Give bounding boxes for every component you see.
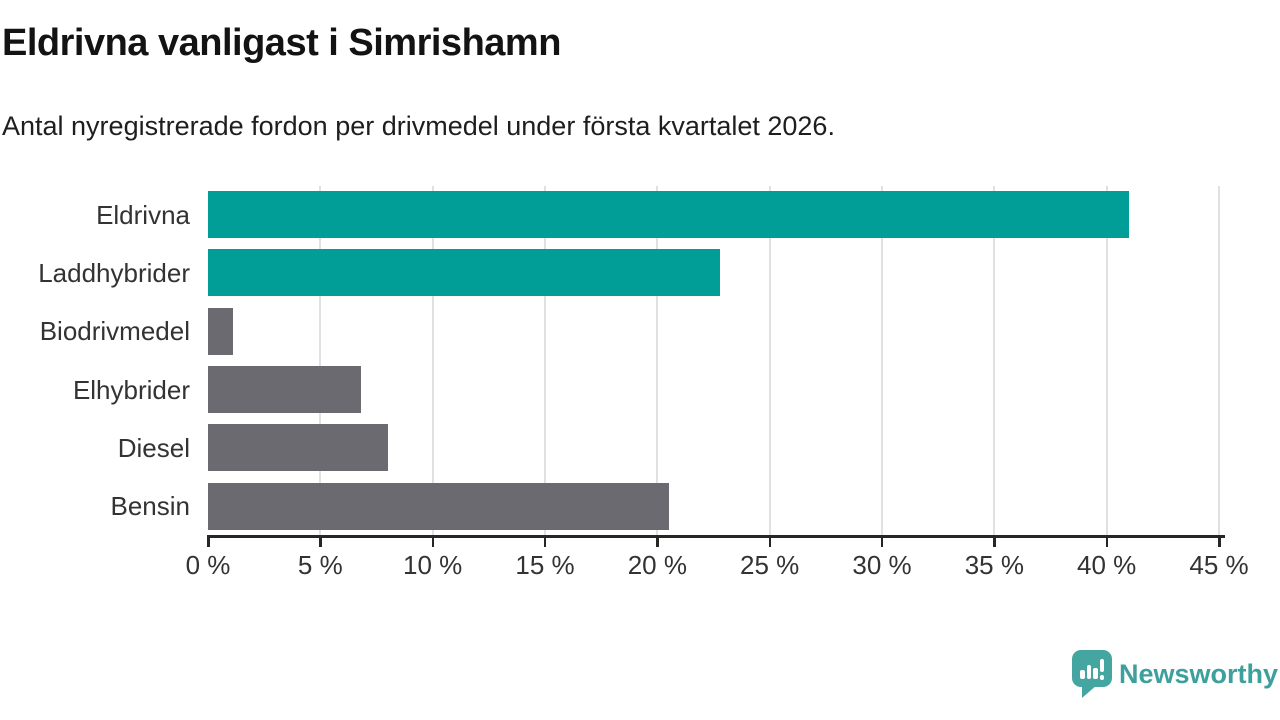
chart-title: Eldrivna vanligast i Simrishamn: [2, 22, 561, 64]
tick-mark: [1218, 536, 1221, 547]
bar-track: [208, 186, 1219, 244]
category-label: Biodrivmedel: [39, 316, 190, 347]
bar-track: [208, 478, 1219, 536]
tick-mark: [319, 536, 322, 547]
category-label: Eldrivna: [96, 199, 190, 230]
mini-bar-1: [1080, 670, 1085, 679]
bar-rows: Eldrivna Laddhybrider Biodrivmedel Elhybrid…: [0, 186, 1219, 536]
gridline: [1218, 186, 1220, 536]
gridline: [1105, 186, 1108, 536]
brand-name: Newsworthy: [1119, 659, 1279, 689]
tick-mark: [880, 536, 884, 547]
tick-mark: [768, 536, 772, 547]
bar: [208, 365, 361, 413]
tick-label: 45 %: [1189, 550, 1249, 580]
newsworthy-speech-bubble-chart-icon: [1072, 650, 1112, 687]
bar-row: Bensin: [0, 478, 1219, 536]
bar-chart-plot-area: Eldrivna Laddhybrider Biodrivmedel Elhybrid…: [0, 186, 1220, 536]
tick-label: 20 %: [627, 550, 687, 580]
category-label: Laddhybrider: [38, 257, 190, 288]
gridline: [319, 186, 322, 536]
tick-label: 10 %: [403, 550, 463, 580]
tick-mark: [431, 536, 435, 547]
bar: [208, 424, 388, 472]
tick-label: 30 %: [852, 550, 912, 580]
tick-label: 25 %: [740, 550, 800, 580]
bar-track: [208, 419, 1219, 477]
tick-mark: [993, 536, 996, 547]
tick-mark: [656, 536, 659, 547]
x-axis-line: [207, 535, 1225, 538]
bar-row: Biodrivmedel: [0, 303, 1219, 361]
tick-label: 5 %: [297, 550, 343, 580]
gridline: [431, 186, 434, 536]
bar: [208, 482, 669, 530]
gridline: [768, 186, 771, 536]
exclamation-dot: [1099, 675, 1104, 680]
gridlines: [208, 186, 1220, 536]
speech-bubble-tail: [1082, 685, 1097, 698]
bar-track: [208, 361, 1219, 419]
gridline: [880, 186, 883, 536]
category-label: Diesel: [117, 432, 190, 463]
x-axis-ticks: 0 % 5 % 10 % 15 % 20 % 25 % 30 % 35 % 40 % 45 %: [186, 536, 1249, 586]
bar-row: Eldrivna: [0, 186, 1219, 244]
bar-track: [208, 303, 1219, 361]
bar: [208, 249, 721, 297]
bar-row: Elhybrider: [0, 361, 1219, 419]
bar: [208, 191, 1130, 238]
tick-label: 0 %: [185, 550, 231, 580]
tick-mark: [543, 536, 547, 547]
bar: [208, 307, 233, 355]
category-label: Bensin: [110, 491, 191, 522]
tick-mark: [1105, 536, 1109, 547]
tick-mark: [207, 536, 210, 547]
tick-label: 40 %: [1077, 550, 1137, 580]
tick-label: 15 %: [515, 550, 575, 580]
bar-row: Laddhybrider: [0, 244, 1219, 302]
gridline: [543, 186, 546, 536]
tick-label: 35 %: [964, 550, 1024, 580]
mini-bar-2: [1086, 665, 1091, 679]
gridline: [993, 186, 996, 536]
bar-row: Diesel: [0, 419, 1219, 477]
mini-bar-3: [1093, 668, 1098, 679]
exclamation-bar: [1099, 659, 1104, 672]
chart-subtitle: Antal nyregistrerade fordon per drivmede…: [2, 111, 835, 141]
gridline: [656, 186, 659, 536]
category-label: Elhybrider: [72, 374, 190, 405]
bar-track: [208, 244, 1219, 302]
